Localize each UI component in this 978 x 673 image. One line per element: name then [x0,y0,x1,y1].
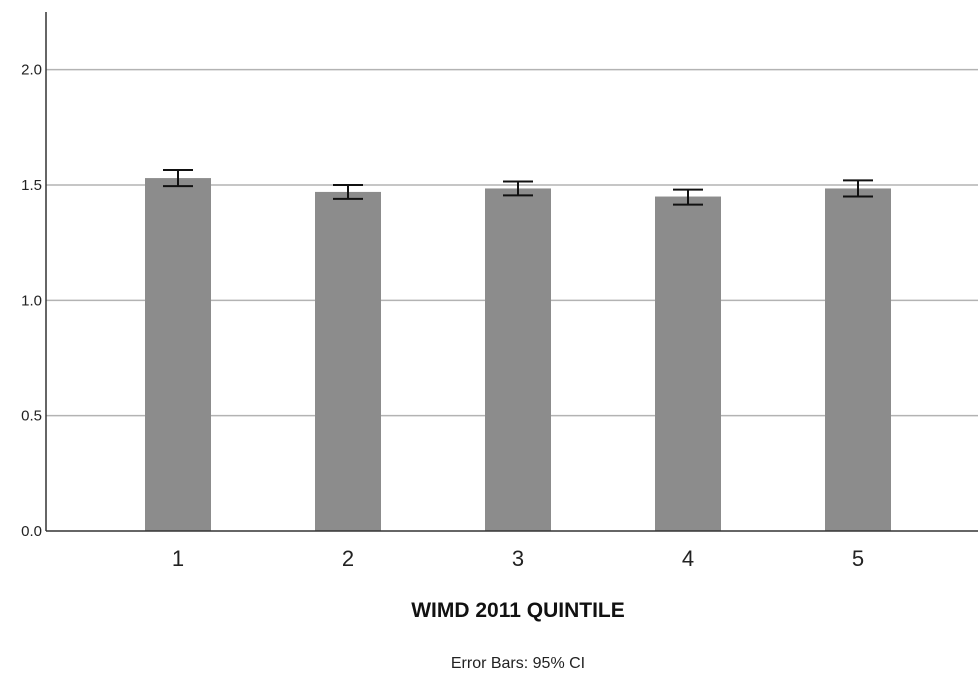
y-tick-label-2: 1.0 [21,292,42,309]
y-tick-label-3: 1.5 [21,177,42,194]
bar-4 [655,196,721,532]
error-bars [163,169,873,206]
y-tick-label-0: 0.0 [21,523,42,540]
x-tick-label-4: 4 [682,546,694,571]
x-tick-label-1: 1 [172,546,184,571]
y-tick-label-1: 0.5 [21,408,42,425]
x-tick-label-5: 5 [852,546,864,571]
y-tick-label-4: 2.0 [21,62,42,79]
x-tick-label-3: 3 [512,546,524,571]
bar-1 [145,178,211,531]
x-tick-label-2: 2 [342,546,354,571]
bar-5 [825,188,891,531]
x-axis-title: WIMD 2011 QUINTILE [411,599,625,622]
bars [145,178,891,532]
axes [45,12,978,532]
y-tick-labels: 0.0 0.5 1.0 1.5 2.0 [21,62,42,540]
bar-3 [485,188,551,531]
bar-2 [315,191,381,532]
x-tick-labels: 1 2 3 4 5 [172,546,864,571]
error-bars-note: Error Bars: 95% CI [451,655,585,672]
